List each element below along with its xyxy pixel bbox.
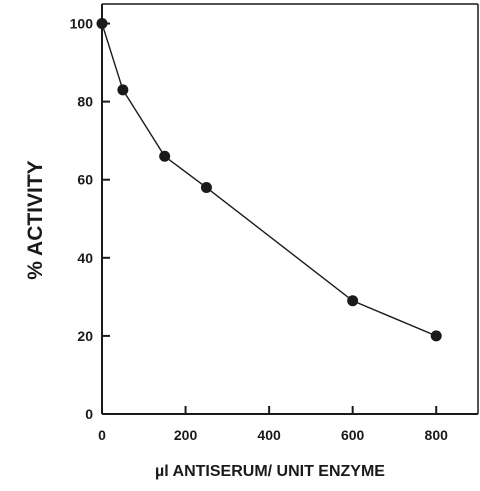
x-tick-label: 400: [257, 427, 281, 443]
x-axis-title: µl ANTISERUM/ UNIT ENZYME: [155, 463, 385, 480]
data-point: [431, 330, 442, 341]
x-tick-label: 0: [98, 427, 106, 443]
x-axis-ticks: 0 200 400 600 800: [98, 406, 448, 443]
series-line: [102, 24, 436, 336]
y-axis-ticks: 0 20 40 60 80 100: [70, 16, 110, 422]
data-point: [97, 18, 108, 29]
y-tick-label: 60: [77, 172, 93, 188]
y-tick-label: 40: [77, 250, 93, 266]
x-tick-label: 800: [425, 427, 449, 443]
y-tick-label: 0: [85, 406, 93, 422]
y-tick-label: 100: [70, 16, 94, 32]
y-axis-title: % ACTIVITY: [24, 160, 47, 279]
y-tick-label: 80: [77, 94, 93, 110]
data-point: [117, 84, 128, 95]
data-point: [159, 151, 170, 162]
data-point: [347, 295, 358, 306]
x-tick-label: 200: [174, 427, 198, 443]
series-layer: [97, 18, 442, 341]
plot-frame: [102, 4, 478, 414]
x-tick-label: 600: [341, 427, 365, 443]
data-point: [201, 182, 212, 193]
y-tick-label: 20: [77, 328, 93, 344]
